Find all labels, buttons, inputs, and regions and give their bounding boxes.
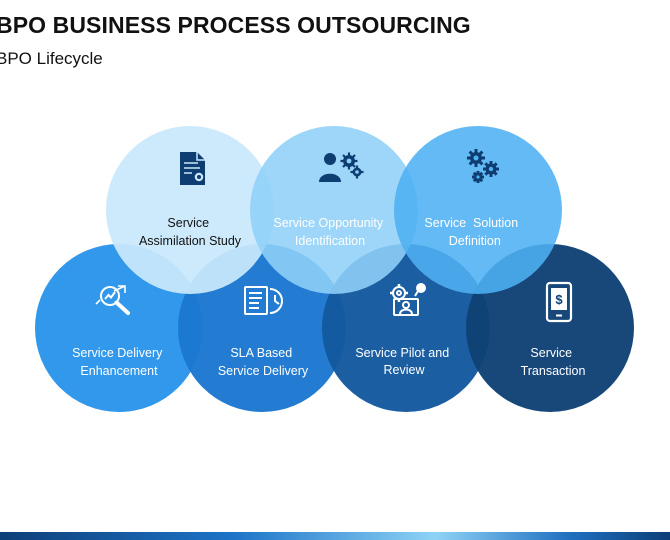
document-clock-icon xyxy=(244,286,283,315)
slide-subtitle: BPO Lifecycle xyxy=(0,49,103,68)
slide-title: BPO BUSINESS PROCESS OUTSOURCING xyxy=(0,12,471,38)
stage-label-service-solution-definition: Service Solution Definition xyxy=(0,0,536,248)
magnifier-growth-icon xyxy=(95,285,130,315)
stage-label-service-transaction: Service Transaction xyxy=(521,346,586,378)
gears-icon xyxy=(467,149,499,183)
stage-label-service-opportunity-identification: Service Opportunity Identification xyxy=(273,216,386,248)
certificate-document-icon xyxy=(180,152,205,185)
footer-gradient-bar xyxy=(0,532,670,540)
svg-text:$: $ xyxy=(555,292,563,307)
stage-label-service-delivery-enhancement: Service Delivery Enhancement xyxy=(72,346,166,378)
gear-presentation-icon xyxy=(390,283,426,316)
stage-label-sla-based-service-delivery: SLA Based Service Delivery xyxy=(218,346,309,378)
stage-label-service-pilot-and-review: Service Pilot and Review xyxy=(355,346,452,377)
stage-label-service-assimilation-study: Service Assimilation Study xyxy=(139,216,242,248)
person-gears-icon xyxy=(319,152,364,182)
stage-circle-service-solution-definition xyxy=(394,126,562,294)
mobile-payment-icon: $ xyxy=(545,281,573,323)
stage-circle-service-opportunity-identification xyxy=(250,126,418,294)
stage-circle-service-assimilation-study xyxy=(106,126,274,294)
